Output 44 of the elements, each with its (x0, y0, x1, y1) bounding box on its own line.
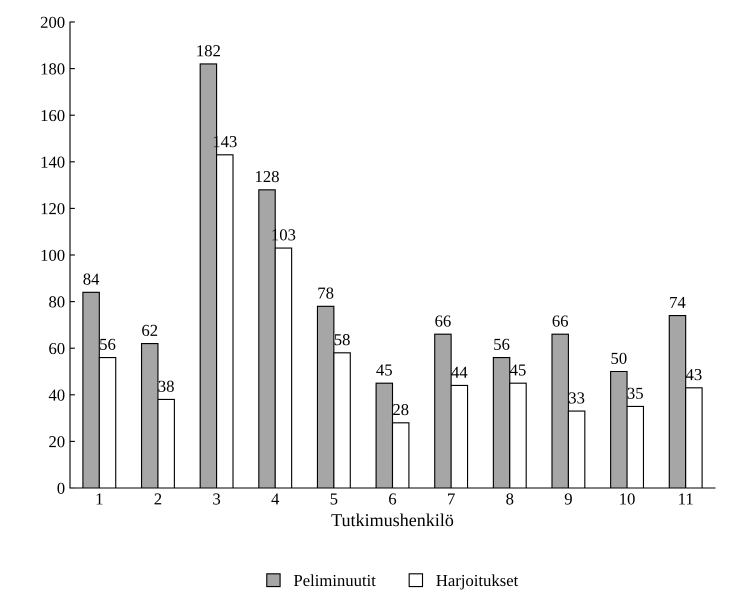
x-tick-label: 9 (564, 493, 572, 505)
x-tick-label: 1 (96, 493, 102, 504)
data-label: 74 (670, 296, 686, 308)
data-label: 66 (435, 315, 451, 327)
x-tick-label: 7 (448, 494, 455, 504)
data-label: 78 (318, 287, 334, 299)
data-label: 56 (100, 338, 116, 350)
data-label: 35 (628, 388, 643, 399)
data-label: 33 (569, 392, 584, 404)
x-tick-label: 6 (389, 493, 396, 505)
data-label: 38 (158, 380, 174, 392)
x-tick-label: 11 (679, 493, 693, 504)
y-tick-label: 0 (57, 482, 65, 494)
data-label: 66 (552, 315, 568, 327)
data-label: 62 (142, 324, 158, 336)
data-label: 58 (334, 334, 350, 346)
y-tick-label: 200 (40, 16, 65, 28)
data-label: 28 (393, 404, 408, 416)
legend-label: Peliminuutit (294, 574, 376, 586)
y-tick-label: 80 (49, 296, 65, 308)
y-tick-label: 60 (49, 342, 65, 354)
y-tick-label: 40 (48, 390, 65, 401)
data-label: 45 (376, 364, 392, 376)
data-label: 50 (611, 352, 627, 364)
data-label: 84 (83, 273, 100, 285)
x-tick-label: 8 (506, 493, 514, 505)
y-tick-label: 140 (42, 156, 65, 168)
y-tick-label: 20 (49, 436, 65, 448)
x-tick-label: 10 (620, 493, 635, 505)
data-label: 128 (256, 170, 279, 182)
data-label: 44 (451, 366, 468, 378)
legend-label: Harjoitukset (436, 574, 518, 590)
y-tick-label: 100 (42, 250, 65, 261)
x-tick-label: 5 (330, 494, 338, 505)
y-tick-label: 180 (42, 63, 65, 75)
data-label: 182 (197, 45, 220, 56)
data-label: 56 (494, 338, 510, 350)
x-axis-title: Tutkimushenkilö (331, 514, 454, 526)
x-tick-label: 3 (213, 493, 220, 505)
y-tick-label: 160 (42, 110, 65, 122)
y-tick-label: 120 (42, 203, 65, 214)
x-tick-label: 4 (271, 493, 280, 504)
data-label: 43 (686, 369, 702, 380)
x-tick-label: 2 (154, 493, 162, 504)
